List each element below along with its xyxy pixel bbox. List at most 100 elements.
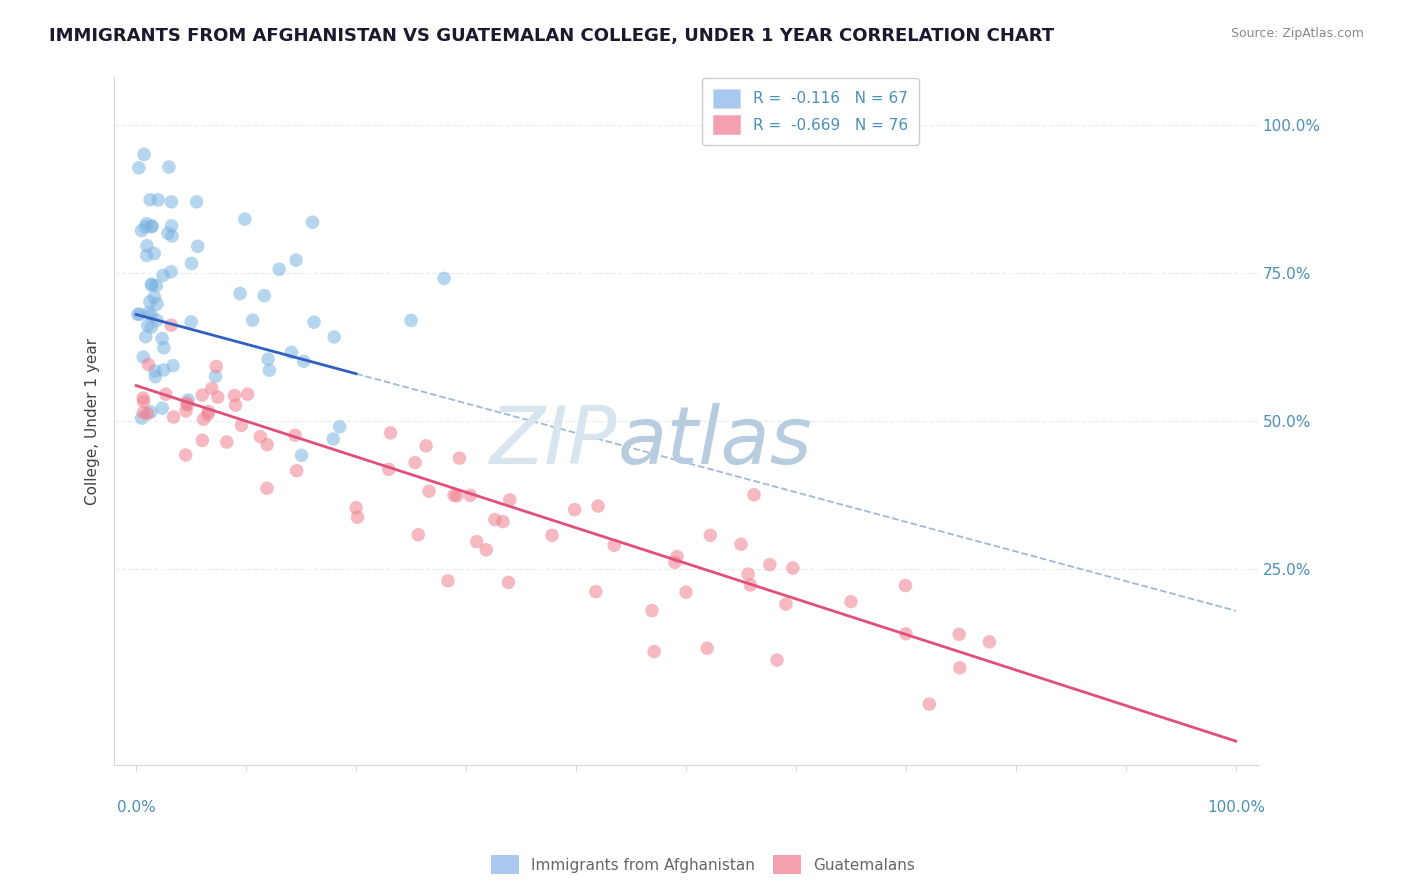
Point (131, 411, 153, 425)
Point (132, 394, 155, 409)
Point (346, 510, 368, 524)
Point (236, 387, 259, 401)
Point (160, 229, 183, 244)
Point (148, 193, 170, 207)
Point (132, 350, 155, 364)
Point (150, 401, 173, 416)
Point (135, 330, 157, 344)
Point (160, 265, 183, 279)
Point (253, 288, 276, 302)
Point (153, 341, 176, 355)
Point (475, 542, 498, 557)
Point (643, 644, 665, 658)
Point (256, 481, 278, 495)
Point (156, 227, 179, 241)
Point (187, 239, 209, 253)
Point (446, 489, 468, 503)
Point (242, 313, 264, 327)
Point (141, 278, 163, 293)
Point (415, 439, 437, 453)
Point (224, 398, 246, 412)
Point (465, 534, 488, 549)
Point (146, 297, 169, 311)
Point (191, 388, 214, 402)
Point (139, 193, 162, 207)
Point (143, 290, 166, 304)
Point (256, 438, 278, 452)
Point (186, 194, 208, 209)
Point (128, 161, 150, 175)
Point (141, 219, 163, 234)
Point (139, 294, 162, 309)
Point (759, 558, 782, 572)
Point (302, 315, 325, 329)
Point (437, 574, 460, 588)
Point (146, 313, 169, 327)
Point (404, 456, 426, 470)
Point (160, 318, 183, 333)
Point (603, 538, 626, 552)
Point (141, 320, 163, 334)
Point (284, 428, 307, 442)
Point (460, 488, 482, 502)
Point (138, 358, 160, 372)
Point (135, 248, 157, 262)
Point (231, 418, 253, 433)
Point (894, 626, 917, 640)
Point (233, 212, 256, 227)
Text: 100.0%: 100.0% (1206, 799, 1265, 814)
Point (132, 391, 155, 405)
Point (174, 448, 197, 462)
Point (191, 434, 214, 448)
Point (949, 661, 972, 675)
Point (742, 488, 765, 502)
Point (139, 405, 162, 419)
Point (174, 404, 197, 418)
Point (162, 409, 184, 424)
Point (290, 448, 312, 462)
Point (564, 502, 586, 516)
Point (138, 306, 160, 320)
Point (418, 484, 440, 499)
Point (730, 537, 752, 551)
Point (177, 392, 200, 407)
Y-axis label: College, Under 1 year: College, Under 1 year (86, 337, 100, 505)
Point (918, 697, 941, 711)
Point (737, 567, 759, 582)
Point (136, 318, 159, 333)
Point (675, 585, 697, 599)
Point (143, 364, 166, 378)
Point (257, 352, 280, 367)
Point (948, 627, 970, 641)
Point (143, 369, 166, 384)
Text: IMMIGRANTS FROM AFGHANISTAN VS GUATEMALAN COLLEGE, UNDER 1 YEAR CORRELATION CHAR: IMMIGRANTS FROM AFGHANISTAN VS GUATEMALA… (49, 27, 1054, 45)
Point (132, 406, 155, 420)
Point (135, 239, 157, 253)
Point (229, 286, 252, 301)
Point (136, 407, 159, 421)
Point (979, 635, 1001, 649)
Point (894, 578, 917, 592)
Point (766, 653, 789, 667)
Point (160, 194, 183, 209)
Point (378, 462, 401, 476)
Point (323, 330, 346, 344)
Point (399, 313, 422, 327)
Point (285, 464, 308, 478)
Point (143, 246, 166, 260)
Point (449, 451, 471, 466)
Point (344, 500, 367, 515)
Point (285, 253, 308, 268)
Point (406, 527, 429, 541)
Point (197, 408, 219, 422)
Point (127, 307, 149, 321)
Point (696, 641, 718, 656)
Point (269, 262, 291, 277)
Point (141, 308, 163, 322)
Point (492, 515, 515, 529)
Point (664, 555, 686, 569)
Text: Source: ZipAtlas.com: Source: ZipAtlas.com (1230, 27, 1364, 40)
Point (641, 604, 664, 618)
Point (128, 307, 150, 321)
Point (224, 388, 246, 402)
